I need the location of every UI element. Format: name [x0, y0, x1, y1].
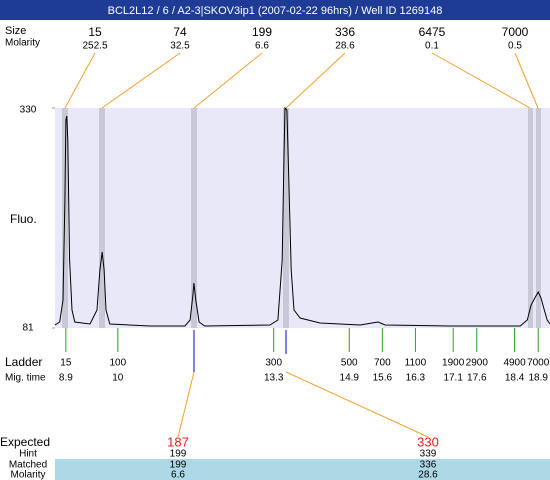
- ladder-mig-time: 18.9: [528, 373, 548, 384]
- molarity-value: 28.6: [418, 470, 438, 480]
- ladder-size: 1100: [405, 358, 427, 369]
- ladder-size: 4900: [503, 358, 526, 369]
- molarity-label: Molarity: [5, 38, 40, 49]
- peak-size: 74: [173, 25, 187, 39]
- peak-size: 15: [88, 25, 102, 39]
- expected-value: 330: [417, 434, 439, 449]
- ladder-mig-time: 14.9: [340, 373, 360, 384]
- ladder-mig-time: 17.6: [467, 373, 487, 384]
- mig-time-label: Mig. time: [5, 373, 46, 384]
- matched-value: 199: [170, 460, 187, 471]
- peak-molarity: 0.5: [508, 41, 522, 52]
- ladder-size: 300: [265, 358, 282, 369]
- title: BCL2L12 / 6 / A2-3|SKOV3ip1 (2007-02-22 …: [108, 5, 443, 17]
- ladder-mig-time: 15.6: [373, 373, 393, 384]
- matched-label: Matched: [9, 460, 47, 471]
- ladder-mig-time: 18.4: [505, 373, 525, 384]
- y-label: Fluo.: [10, 212, 37, 226]
- hint-value: 199: [170, 449, 187, 460]
- matched-value: 336: [420, 460, 437, 471]
- expected-markers: [193, 330, 287, 372]
- size-label: Size: [5, 25, 26, 37]
- ladder-size: 1900: [442, 358, 465, 369]
- ladder-mig-time: 16.3: [406, 373, 426, 384]
- hint-label: Hint: [19, 449, 37, 460]
- expected-label: Expected: [0, 435, 50, 449]
- peak-connectors: [64, 52, 539, 438]
- peak-molarity: 6.6: [255, 41, 269, 52]
- peak-size: 336: [335, 25, 355, 39]
- molarity-row-label: Molarity: [10, 470, 45, 480]
- molarity-value: 6.6: [171, 470, 185, 480]
- ladder-label: Ladder: [5, 355, 42, 369]
- ladder-mig-time: 10: [112, 373, 124, 384]
- ladder-size: 700: [374, 358, 391, 369]
- peak-size: 7000: [502, 25, 529, 39]
- y-tick-label: 81: [22, 323, 34, 334]
- peak-molarity: 32.5: [170, 41, 190, 52]
- peak-molarity: 252.5: [82, 41, 107, 52]
- peak-size: 199: [252, 25, 272, 39]
- plot-area: [55, 108, 550, 328]
- ladder-mig-time: 8.9: [59, 373, 73, 384]
- peak-size: 6475: [419, 25, 446, 39]
- expected-value: 187: [167, 434, 189, 449]
- ladder-size: 2900: [466, 358, 489, 369]
- title-bar: [0, 0, 550, 20]
- ladder-size: 7000: [527, 358, 550, 369]
- ladder-mig-time: 13.3: [264, 373, 284, 384]
- ladder-size: 500: [341, 358, 358, 369]
- trace: [54, 106, 550, 327]
- ladder-size: 15: [60, 358, 72, 369]
- peak-molarity: 28.6: [335, 41, 355, 52]
- peak-molarity: 0.1: [425, 41, 439, 52]
- y-tick-label: 330: [20, 105, 37, 116]
- ladder-size: 100: [109, 358, 126, 369]
- matched-band: [55, 459, 550, 480]
- ladder-mig-time: 17.1: [443, 373, 463, 384]
- hint-value: 339: [420, 449, 437, 460]
